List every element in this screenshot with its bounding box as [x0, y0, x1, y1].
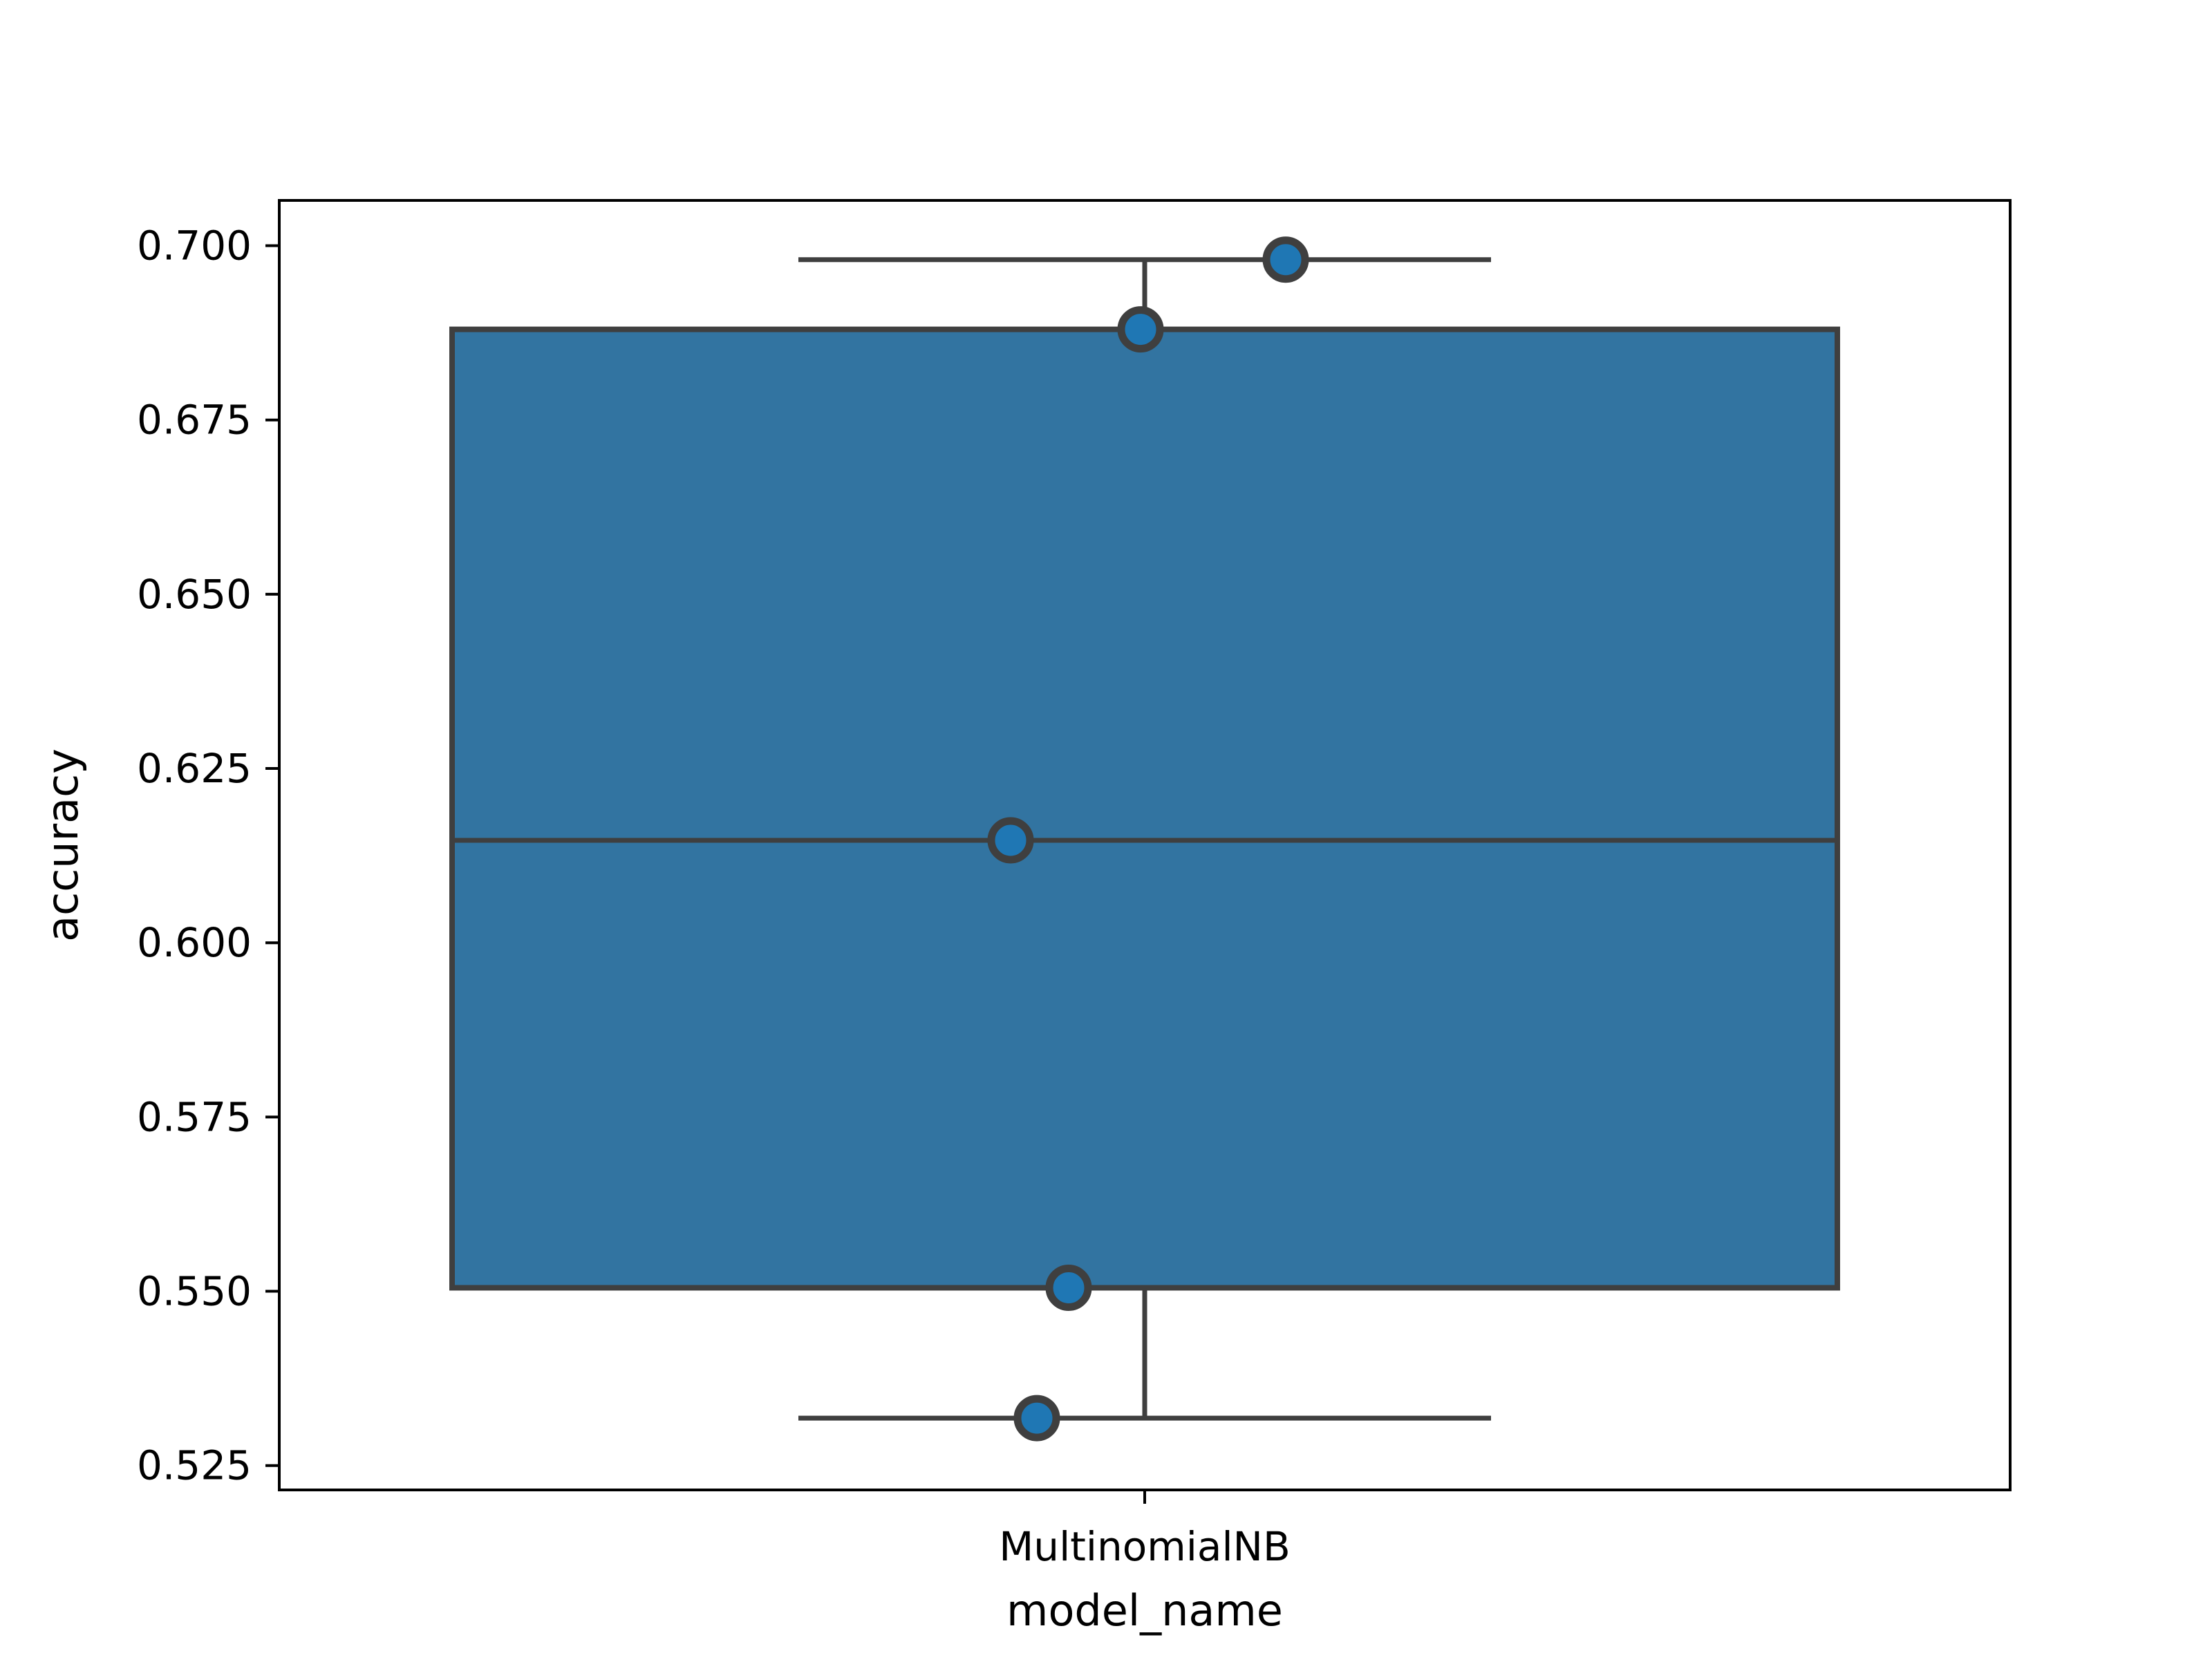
- iqr-box: [449, 326, 1840, 1291]
- data-point: [987, 817, 1034, 864]
- y-tick-label: 0.675: [137, 397, 252, 444]
- x-tick-label: MultinomialNB: [999, 1523, 1290, 1570]
- data-point: [1013, 1395, 1060, 1442]
- data-point: [1262, 236, 1309, 283]
- data-point: [1117, 306, 1164, 353]
- y-tick-label: 0.525: [137, 1442, 252, 1489]
- y-tick-label: 0.575: [137, 1093, 252, 1140]
- x-axis-label: model_name: [1006, 1585, 1283, 1636]
- y-axis-label: accuracy: [37, 748, 88, 942]
- y-tick-label: 0.625: [137, 745, 252, 792]
- data-point: [1045, 1264, 1092, 1311]
- y-tick-label: 0.550: [137, 1268, 252, 1315]
- y-tick-label: 0.650: [137, 571, 252, 618]
- y-tick-label: 0.700: [137, 223, 252, 270]
- y-tick-label: 0.600: [137, 919, 252, 966]
